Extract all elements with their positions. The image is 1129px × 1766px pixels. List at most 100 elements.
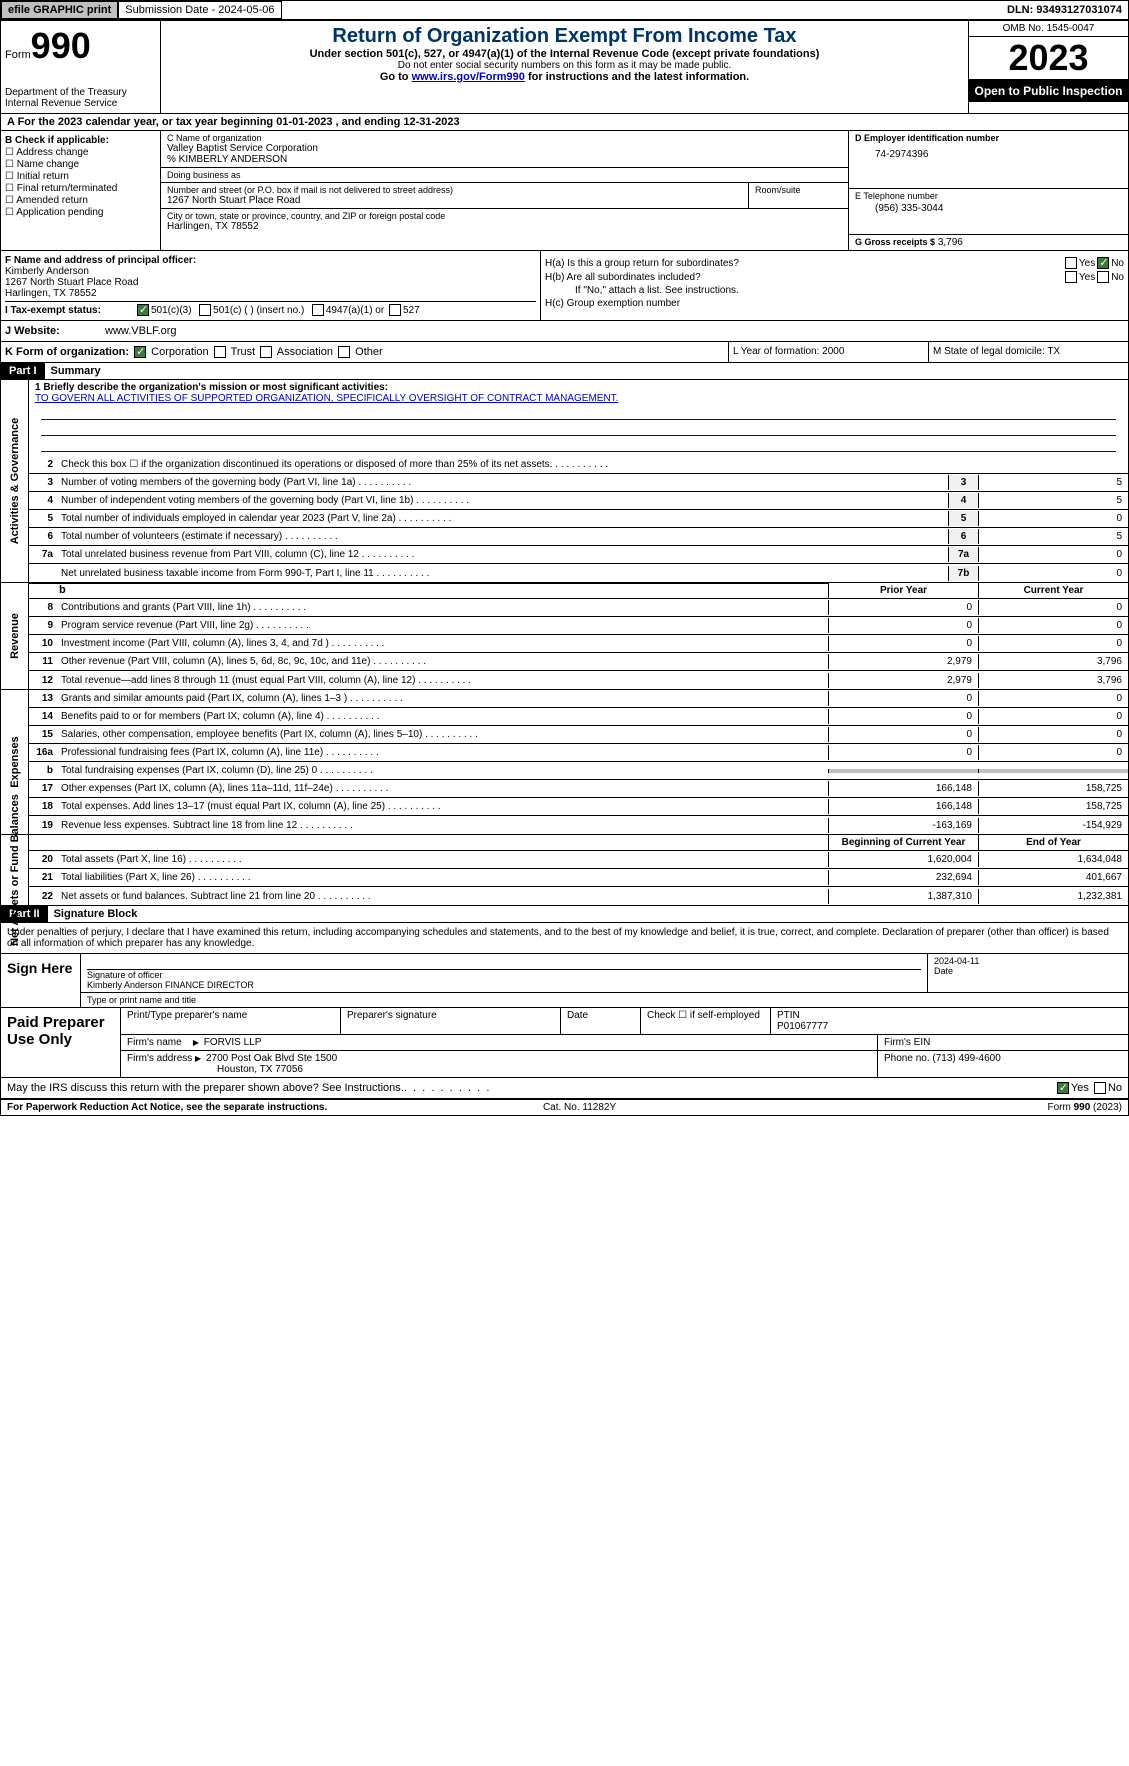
current-val <box>978 769 1128 773</box>
line-num: 2 <box>29 457 57 472</box>
chk-501c3[interactable] <box>137 304 149 316</box>
paid-preparer-block: Paid Preparer Use Only Print/Type prepar… <box>1 1008 1128 1078</box>
officer-sig-name: Kimberly Anderson FINANCE DIRECTOR <box>87 980 921 990</box>
hb-label: H(b) Are all subordinates included? <box>545 272 1063 283</box>
org-form: K Form of organization: Corporation Trus… <box>1 342 728 362</box>
chk-527[interactable] <box>389 304 401 316</box>
year-formation: L Year of formation: 2000 <box>728 342 928 362</box>
prep-date-lbl: Date <box>561 1008 641 1034</box>
discuss-yes[interactable] <box>1057 1082 1069 1094</box>
officer-label: F Name and address of principal officer: <box>5 255 536 266</box>
current-val: 0 <box>978 636 1128 651</box>
dba-label: Doing business as <box>167 170 842 180</box>
firm-city: Houston, TX 77056 <box>127 1064 303 1075</box>
prior-val: 166,148 <box>828 799 978 814</box>
prior-val: 166,148 <box>828 781 978 796</box>
box-c: C Name of organization Valley Baptist Se… <box>161 131 848 250</box>
line-box: 6 <box>948 529 978 544</box>
line-num: 10 <box>29 636 57 651</box>
chk-501c[interactable] <box>199 304 211 316</box>
ha-yes[interactable] <box>1065 257 1077 269</box>
phone-lbl: Phone no. <box>884 1053 930 1064</box>
addr-label: Number and street (or P.O. box if mail i… <box>167 185 742 195</box>
efile-print-button[interactable]: efile GRAPHIC print <box>1 1 118 19</box>
current-val: 0 <box>978 727 1128 742</box>
firm-phone: (713) 499-4600 <box>932 1053 1000 1064</box>
h-c: H(c) Group exemption number <box>545 298 1124 309</box>
blank-line <box>41 406 1116 420</box>
chk-assoc[interactable] <box>260 346 272 358</box>
hb-yes[interactable] <box>1065 271 1077 283</box>
tax-status-label: I Tax-exempt status: <box>5 305 135 316</box>
opt-501c3: 501(c)(3) <box>151 305 192 316</box>
chk-4947[interactable] <box>312 304 324 316</box>
chk-final-return[interactable]: ☐ Final return/terminated <box>5 183 156 194</box>
gross-label: G Gross receipts $ <box>855 237 935 247</box>
box-b-label: B Check if applicable: <box>5 135 156 146</box>
line-desc: Program service revenue (Part VIII, line… <box>57 618 828 633</box>
line-desc: Professional fundraising fees (Part IX, … <box>57 745 828 760</box>
line-desc: Total assets (Part X, line 16) <box>57 852 828 867</box>
line-val: 5 <box>978 475 1128 490</box>
phone-value: (956) 335-3044 <box>855 201 1122 216</box>
box-b: B Check if applicable: ☐ Address change … <box>1 131 161 250</box>
firm-name-lbl: Firm's name <box>127 1037 182 1048</box>
chk-other[interactable] <box>338 346 350 358</box>
chk-address-change[interactable]: ☐ Address change <box>5 147 156 158</box>
prep-sig-lbl: Preparer's signature <box>341 1008 561 1034</box>
line-num: 6 <box>29 529 57 544</box>
firm-addr-lbl: Firm's address <box>127 1053 192 1064</box>
hb-no[interactable] <box>1097 271 1109 283</box>
ein-value: 74-2974396 <box>855 143 1122 166</box>
gov-line: 4 Number of independent voting members o… <box>29 492 1128 510</box>
line-desc: Revenue less expenses. Subtract line 18 … <box>57 818 828 833</box>
ptin-lbl: PTIN <box>777 1010 800 1021</box>
hb-note: If "No," attach a list. See instructions… <box>545 285 1124 296</box>
col-d: D Employer identification number 74-2974… <box>848 131 1128 250</box>
form-number: 990 <box>31 25 91 66</box>
line-val: 0 <box>978 566 1128 581</box>
line-desc: Investment income (Part VIII, column (A)… <box>57 636 828 651</box>
ein-cell: D Employer identification number 74-2974… <box>849 131 1128 189</box>
gov-line: 6 Total number of volunteers (estimate i… <box>29 528 1128 546</box>
line-num: 21 <box>29 870 57 885</box>
mission-block: 1 Briefly describe the organization's mi… <box>29 380 1128 456</box>
chk-app-pending[interactable]: ☐ Application pending <box>5 207 156 218</box>
section-revenue: Revenue b Prior Year Current Year 8 Cont… <box>1 583 1128 690</box>
current-val: 158,725 <box>978 799 1128 814</box>
chk-amended[interactable]: ☐ Amended return <box>5 195 156 206</box>
current-val: 401,667 <box>978 870 1128 885</box>
prior-val: 232,694 <box>828 870 978 885</box>
ha-no[interactable] <box>1097 257 1109 269</box>
paperwork-notice: For Paperwork Reduction Act Notice, see … <box>7 1102 327 1113</box>
rev-header: b Prior Year Current Year <box>29 583 1128 599</box>
line-num: 17 <box>29 781 57 796</box>
chk-trust[interactable] <box>214 346 226 358</box>
opt-527: 527 <box>403 305 420 316</box>
prior-val: 0 <box>828 727 978 742</box>
prior-val: -163,169 <box>828 818 978 833</box>
prior-year-hdr: Prior Year <box>828 583 978 598</box>
gov-line: Net unrelated business taxable income fr… <box>29 564 1128 582</box>
phone-label: E Telephone number <box>855 191 1122 201</box>
discuss-no[interactable] <box>1094 1082 1106 1094</box>
paid-label: Paid Preparer Use Only <box>1 1008 121 1077</box>
opt-4947: 4947(a)(1) or <box>326 305 384 316</box>
irs-link[interactable]: www.irs.gov/Form990 <box>412 71 525 83</box>
chk-initial-return[interactable]: ☐ Initial return <box>5 171 156 182</box>
phone-cell: E Telephone number (956) 335-3044 <box>849 189 1128 235</box>
ptin-value: P01067777 <box>777 1021 828 1032</box>
form-subtitle: Under section 501(c), 527, or 4947(a)(1)… <box>165 48 964 60</box>
dba-cell: Doing business as <box>161 168 848 183</box>
chk-name-change[interactable]: ☐ Name change <box>5 159 156 170</box>
line-desc: Total number of volunteers (estimate if … <box>57 529 948 544</box>
current-val: 1,232,381 <box>978 889 1128 904</box>
row-k: K Form of organization: Corporation Trus… <box>1 342 1128 363</box>
line-num: 5 <box>29 511 57 526</box>
table-row: 20 Total assets (Part X, line 16) 1,620,… <box>29 851 1128 869</box>
line-desc: Net unrelated business taxable income fr… <box>57 566 948 581</box>
top-bar: efile GRAPHIC print Submission Date - 20… <box>0 0 1129 20</box>
box-h: H(a) Is this a group return for subordin… <box>541 251 1128 320</box>
org-name: Valley Baptist Service Corporation <box>167 143 842 154</box>
chk-corp[interactable] <box>134 346 146 358</box>
